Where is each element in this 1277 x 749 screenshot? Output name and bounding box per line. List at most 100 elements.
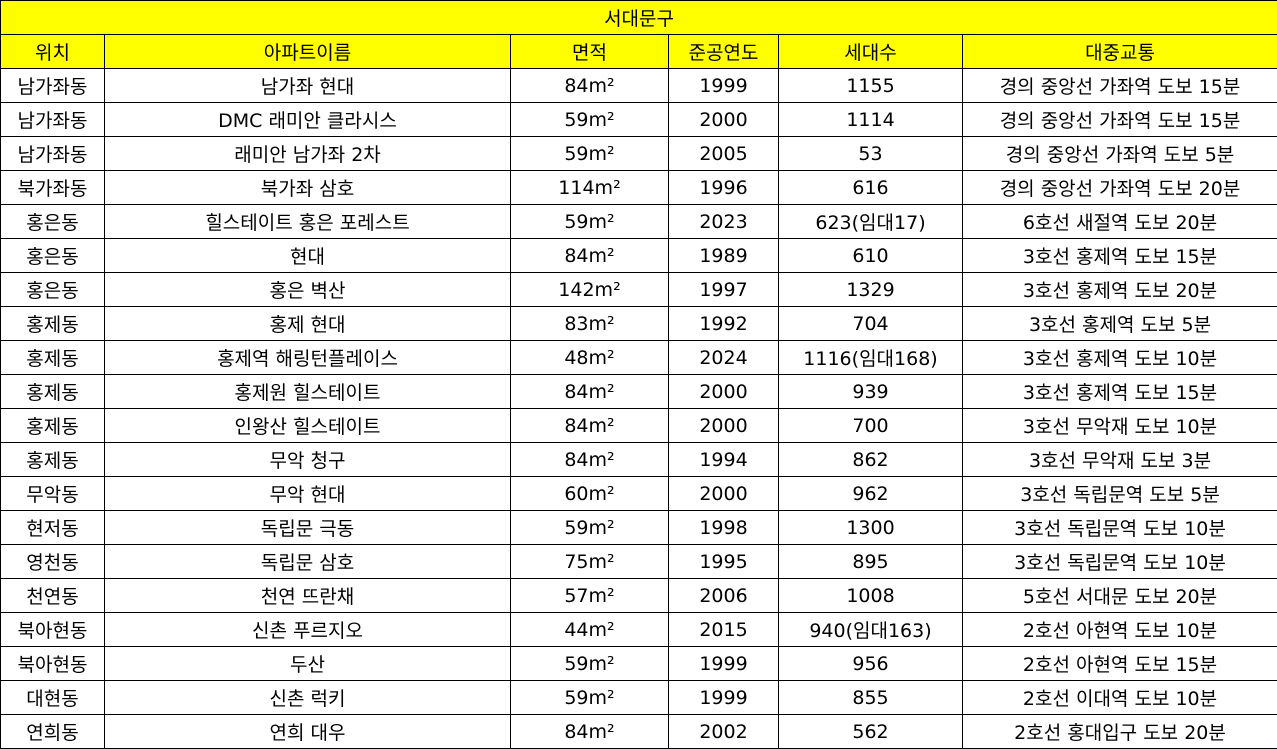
cell-area: 84m² — [510, 68, 669, 103]
table-row: 남가좌동 DMC 래미안 클라시스 59m² 2000 1114 경의 중앙선 가좌역 도… — [0, 102, 1277, 137]
cell-area: 57m² — [510, 578, 669, 613]
cell-location: 남가좌동 — [0, 136, 105, 171]
cell-area: 84m² — [510, 408, 669, 443]
cell-apartment-name: 북가좌 삼호 — [104, 170, 511, 205]
cell-apartment-name: DMC 래미안 클라시스 — [104, 102, 511, 137]
cell-completion-year: 2002 — [668, 714, 779, 749]
table-row: 홍제동 인왕산 힐스테이트 84m² 2000 700 3호선 무악재 도보 10분 — [0, 408, 1277, 443]
cell-transit: 3호선 독립문역 도보 5분 — [961, 476, 1277, 511]
cell-households: 610 — [778, 238, 963, 273]
cell-households: 1114 — [778, 102, 963, 137]
cell-location: 홍제동 — [0, 408, 105, 443]
cell-transit: 6호선 새절역 도보 20분 — [961, 204, 1277, 239]
cell-area: 142m² — [510, 272, 669, 307]
cell-completion-year: 1998 — [668, 510, 779, 545]
table-row: 홍은동 현대 84m² 1989 610 3호선 홍제역 도보 15분 — [0, 238, 1277, 273]
header-transit: 대중교통 — [961, 34, 1277, 69]
header-completion-year: 준공연도 — [668, 34, 779, 69]
cell-households: 53 — [778, 136, 963, 171]
table-row: 북가좌동 북가좌 삼호 114m² 1996 616 경의 중앙선 가좌역 도보 20분 — [0, 170, 1277, 205]
table-title: 서대문구 — [0, 0, 1277, 35]
cell-transit: 경의 중앙선 가좌역 도보 15분 — [961, 102, 1277, 137]
cell-households: 1329 — [778, 272, 963, 307]
cell-location: 대현동 — [0, 680, 105, 715]
cell-area: 48m² — [510, 340, 669, 375]
cell-apartment-name: 신촌 럭키 — [104, 680, 511, 715]
cell-location: 남가좌동 — [0, 68, 105, 103]
cell-completion-year: 2015 — [668, 612, 779, 647]
cell-transit: 경의 중앙선 가좌역 도보 15분 — [961, 68, 1277, 103]
cell-transit: 경의 중앙선 가좌역 도보 20분 — [961, 170, 1277, 205]
cell-households: 962 — [778, 476, 963, 511]
cell-area: 84m² — [510, 374, 669, 409]
cell-transit: 3호선 홍제역 도보 15분 — [961, 374, 1277, 409]
cell-transit: 2호선 아현역 도보 10분 — [961, 612, 1277, 647]
table-row: 홍은동 홍은 벽산 142m² 1997 1329 3호선 홍제역 도보 20분 — [0, 272, 1277, 307]
table-row: 남가좌동 남가좌 현대 84m² 1999 1155 경의 중앙선 가좌역 도보 15분 — [0, 68, 1277, 103]
cell-transit: 경의 중앙선 가좌역 도보 5분 — [961, 136, 1277, 171]
cell-households: 855 — [778, 680, 963, 715]
cell-transit: 3호선 무악재 도보 3분 — [961, 442, 1277, 477]
table-row: 천연동 천연 뜨란채 57m² 2006 1008 5호선 서대문 도보 20분 — [0, 578, 1277, 613]
cell-location: 천연동 — [0, 578, 105, 613]
cell-transit: 3호선 홍제역 도보 5분 — [961, 306, 1277, 341]
table-body: 남가좌동 남가좌 현대 84m² 1999 1155 경의 중앙선 가좌역 도보 15분 남… — [0, 68, 1277, 749]
cell-apartment-name: 힐스테이트 홍은 포레스트 — [104, 204, 511, 239]
cell-completion-year: 1992 — [668, 306, 779, 341]
cell-completion-year: 1999 — [668, 680, 779, 715]
cell-location: 홍은동 — [0, 272, 105, 307]
table-row: 영천동 독립문 삼호 75m² 1995 895 3호선 독립문역 도보 10분 — [0, 544, 1277, 579]
cell-completion-year: 1989 — [668, 238, 779, 273]
cell-apartment-name: 두산 — [104, 646, 511, 681]
cell-households: 862 — [778, 442, 963, 477]
title-row: 서대문구 — [0, 0, 1277, 35]
cell-completion-year: 2006 — [668, 578, 779, 613]
cell-households: 1116(임대168) — [778, 340, 963, 375]
cell-transit: 3호선 독립문역 도보 10분 — [961, 510, 1277, 545]
cell-apartment-name: 천연 뜨란채 — [104, 578, 511, 613]
cell-location: 남가좌동 — [0, 102, 105, 137]
cell-apartment-name: 독립문 삼호 — [104, 544, 511, 579]
cell-location: 연희동 — [0, 714, 105, 749]
cell-area: 84m² — [510, 238, 669, 273]
cell-households: 700 — [778, 408, 963, 443]
cell-transit: 3호선 홍제역 도보 10분 — [961, 340, 1277, 375]
cell-completion-year: 2000 — [668, 102, 779, 137]
cell-transit: 5호선 서대문 도보 20분 — [961, 578, 1277, 613]
cell-transit: 3호선 홍제역 도보 20분 — [961, 272, 1277, 307]
cell-households: 895 — [778, 544, 963, 579]
cell-completion-year: 2000 — [668, 374, 779, 409]
cell-apartment-name: 무악 현대 — [104, 476, 511, 511]
cell-households: 616 — [778, 170, 963, 205]
cell-completion-year: 1999 — [668, 68, 779, 103]
table-row: 대현동 신촌 럭키 59m² 1999 855 2호선 이대역 도보 10분 — [0, 680, 1277, 715]
header-location: 위치 — [0, 34, 105, 69]
cell-households: 940(임대163) — [778, 612, 963, 647]
table-row: 홍제동 무악 청구 84m² 1994 862 3호선 무악재 도보 3분 — [0, 442, 1277, 477]
cell-apartment-name: 현대 — [104, 238, 511, 273]
cell-transit: 3호선 독립문역 도보 10분 — [961, 544, 1277, 579]
table-row: 북아현동 신촌 푸르지오 44m² 2015 940(임대163) 2호선 아현역 도보 … — [0, 612, 1277, 647]
cell-completion-year: 2023 — [668, 204, 779, 239]
cell-area: 59m² — [510, 646, 669, 681]
cell-location: 홍제동 — [0, 442, 105, 477]
cell-completion-year: 1994 — [668, 442, 779, 477]
cell-apartment-name: 홍제역 해링턴플레이스 — [104, 340, 511, 375]
cell-completion-year: 1996 — [668, 170, 779, 205]
cell-area: 84m² — [510, 442, 669, 477]
cell-location: 홍은동 — [0, 238, 105, 273]
cell-apartment-name: 독립문 극동 — [104, 510, 511, 545]
cell-transit: 3호선 홍제역 도보 15분 — [961, 238, 1277, 273]
cell-transit: 2호선 홍대입구 도보 20분 — [961, 714, 1277, 749]
header-row: 위치 아파트이름 면적 준공연도 세대수 대중교통 — [0, 34, 1277, 69]
table-row: 홍제동 홍제원 힐스테이트 84m² 2000 939 3호선 홍제역 도보 15분 — [0, 374, 1277, 409]
table-row: 무악동 무악 현대 60m² 2000 962 3호선 독립문역 도보 5분 — [0, 476, 1277, 511]
cell-households: 1155 — [778, 68, 963, 103]
cell-location: 홍은동 — [0, 204, 105, 239]
cell-households: 1300 — [778, 510, 963, 545]
cell-households: 704 — [778, 306, 963, 341]
cell-location: 무악동 — [0, 476, 105, 511]
cell-location: 현저동 — [0, 510, 105, 545]
table-row: 현저동 독립문 극동 59m² 1998 1300 3호선 독립문역 도보 10분 — [0, 510, 1277, 545]
cell-location: 영천동 — [0, 544, 105, 579]
